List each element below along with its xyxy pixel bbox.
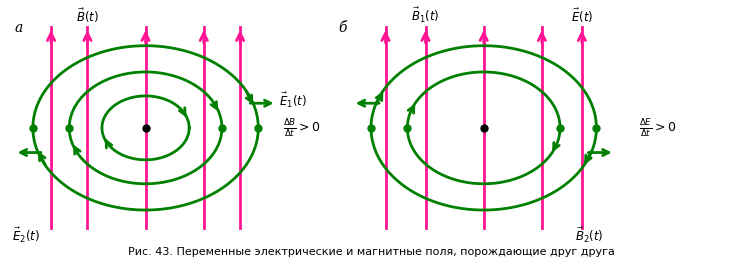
Text: $\vec{E}_1(t)$: $\vec{E}_1(t)$ xyxy=(279,91,306,111)
Text: $\vec{B}_2(t)$: $\vec{B}_2(t)$ xyxy=(575,226,603,245)
Text: б: б xyxy=(338,21,347,35)
Text: а: а xyxy=(15,21,23,35)
Text: $\frac{\Delta B}{\Delta t} > 0$: $\frac{\Delta B}{\Delta t} > 0$ xyxy=(283,117,321,139)
Text: $\frac{\Delta E}{\Delta t} > 0$: $\frac{\Delta E}{\Delta t} > 0$ xyxy=(640,117,677,139)
Text: $\vec{E}_2(t)$: $\vec{E}_2(t)$ xyxy=(12,226,39,245)
Text: Рис. 43. Переменные электрические и магнитные поля, порождающие друг друга: Рис. 43. Переменные электрические и магн… xyxy=(128,247,614,257)
Text: $\vec{B}_1(t)$: $\vec{B}_1(t)$ xyxy=(411,6,440,25)
Text: $\vec{E}(t)$: $\vec{E}(t)$ xyxy=(571,7,593,25)
Text: $\vec{B}(t)$: $\vec{B}(t)$ xyxy=(76,7,99,25)
